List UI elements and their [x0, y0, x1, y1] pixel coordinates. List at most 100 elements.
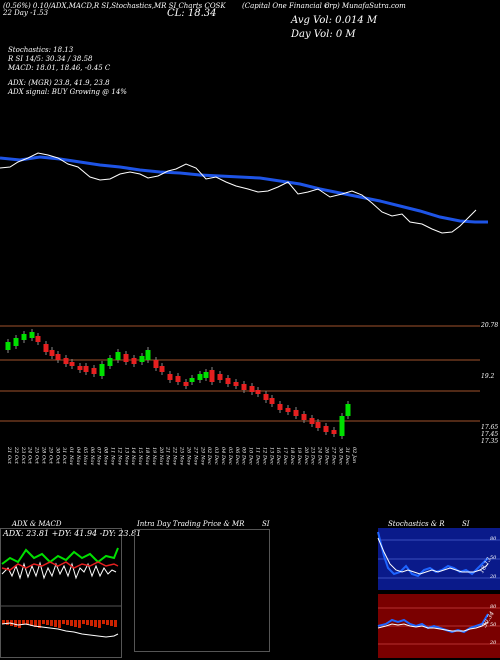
stoch-tick-80: 80	[490, 536, 497, 542]
date-tick-label: 06 Dec	[234, 447, 240, 465]
candle-body	[63, 358, 69, 364]
candle-body	[115, 352, 121, 360]
macd-histogram-bar	[58, 620, 61, 628]
date-tick-label: 01 Nov	[68, 447, 74, 465]
stoch-rsi-summary: R SI 14/5: 30.34 / 38.58	[8, 55, 93, 63]
candle-body	[293, 410, 299, 416]
candle-body	[131, 358, 137, 364]
date-tick-label: 30 Dec	[337, 447, 343, 465]
candle-body	[183, 382, 189, 386]
date-tick-label: 11 Dec	[254, 447, 260, 465]
date-tick-label: 20 Dec	[303, 446, 309, 465]
adx-panel-values: ADX: 23.81 +DY: 41.94 -DY: 23.81	[3, 529, 142, 538]
price-label-192: 19.2	[481, 373, 495, 380]
date-tick-label: 30 Oct	[54, 447, 60, 465]
date-tick-label: 09 Dec	[241, 447, 247, 465]
date-tick-label: 17 Dec	[282, 447, 288, 465]
date-tick-label: 07 Nov	[96, 447, 102, 465]
stoch-panel-si: SI	[462, 520, 470, 528]
macd-histogram-bar	[2, 620, 5, 624]
candle-body	[269, 398, 275, 404]
macd-summary: MACD: 18.01, 18.46, -0.45 C	[8, 64, 111, 72]
candle-body	[139, 356, 145, 362]
stoch-d-line	[377, 537, 489, 575]
date-tick-label: 15 Nov	[137, 447, 143, 465]
candle-body	[35, 336, 41, 342]
date-tick-label: 05 Nov	[82, 447, 88, 465]
rsi-tick-80: 80	[490, 604, 497, 610]
adx-summary: ADX: (MGR) 23.8, 41.9, 23.8	[8, 79, 110, 87]
date-tick-label: 03 Dec	[213, 447, 219, 465]
ema-line	[0, 155, 488, 224]
date-tick-label: 23 Oct	[20, 446, 26, 465]
macd-histogram-bar	[74, 620, 77, 627]
header-line1b: (Capital One Financial C	[242, 2, 330, 10]
date-tick-label: 19 Nov	[151, 447, 157, 465]
date-tick-label: 18 Nov	[144, 447, 150, 465]
date-tick-label: 25 Nov	[179, 446, 185, 465]
candle-body	[159, 366, 165, 372]
candle-body	[233, 382, 239, 386]
header-line2: 22 Day -1.53	[3, 9, 49, 17]
macd-histogram-bar	[54, 620, 57, 627]
candle-body	[123, 354, 129, 362]
macd-histogram-bar	[42, 620, 45, 624]
candle-body	[83, 366, 89, 372]
stoch-tick-20: 20	[490, 574, 497, 580]
date-axis: 21 Oct 22 Oct 23 Oct 24 Oct 25 Oct 28 Oct 29 O…	[6, 446, 357, 465]
candle-body	[69, 362, 75, 366]
macd-histogram-bar	[78, 620, 81, 628]
adx-line	[1, 561, 117, 580]
candle-body	[209, 370, 215, 382]
macd-histogram-bar	[14, 620, 17, 627]
intraday-panel-si: SI	[262, 520, 270, 528]
candle-body	[255, 390, 261, 394]
stoch-tick-50: 50	[490, 555, 497, 561]
day-volume: Day Vol: 0 M	[291, 29, 356, 40]
header-line1c: orp) MunafaSutra.com	[325, 2, 406, 10]
candle-body	[301, 414, 307, 420]
candle-body	[175, 376, 181, 382]
candles-group	[5, 329, 351, 439]
date-tick-label: 08 Nov	[103, 447, 109, 465]
candle-body	[29, 332, 35, 338]
adx-panel-title: ADX & MACD	[12, 520, 62, 528]
macd-histogram-bar	[26, 620, 29, 625]
date-tick-label: 16 Dec	[275, 447, 281, 465]
macd-histogram-bar	[62, 620, 65, 624]
stoch-panel-title: Stochastics & R	[388, 520, 445, 528]
date-tick-label: 23 Dec	[310, 446, 316, 465]
macd-histogram-bar	[50, 620, 53, 626]
macd-histogram-bar	[102, 620, 105, 624]
date-tick-label: 24 Oct	[27, 446, 33, 465]
date-tick-label: 04 Dec	[220, 447, 226, 465]
intraday-panel-title: Intra Day Trading Price & MR	[137, 520, 245, 528]
price-label-1745: 17.45	[481, 431, 499, 438]
candle-body	[43, 344, 49, 352]
date-tick-label: 12 Dec	[261, 447, 267, 465]
candle-body	[241, 384, 247, 390]
candle-body	[49, 350, 55, 356]
macd-histogram-bar	[86, 620, 89, 625]
candle-body	[345, 404, 351, 416]
candle-body	[277, 404, 283, 410]
date-tick-label: 14 Nov	[130, 447, 136, 465]
adx-signal: ADX signal: BUY Growing @ 14%	[8, 88, 127, 96]
candle-body	[189, 378, 195, 382]
macd-histogram-bar	[30, 620, 33, 626]
adx-panel	[0, 528, 122, 658]
macd-histogram-bar	[18, 620, 21, 628]
date-tick-label: 31 Dec	[344, 447, 350, 465]
candle-body	[249, 386, 255, 392]
macd-histogram-bar	[110, 620, 113, 626]
candlestick-chart	[0, 325, 480, 439]
rsi-line	[377, 613, 489, 634]
date-tick-label: 27 Nov	[192, 446, 198, 465]
candle-body	[167, 374, 173, 380]
date-tick-label: 27 Dec	[330, 446, 336, 465]
date-tick-label: 11 Nov	[110, 447, 116, 465]
date-tick-label: 25 Oct	[34, 446, 40, 465]
close-price: CL: 18.34	[167, 8, 217, 19]
candle-body	[99, 364, 105, 376]
minus-di-line	[1, 561, 119, 571]
